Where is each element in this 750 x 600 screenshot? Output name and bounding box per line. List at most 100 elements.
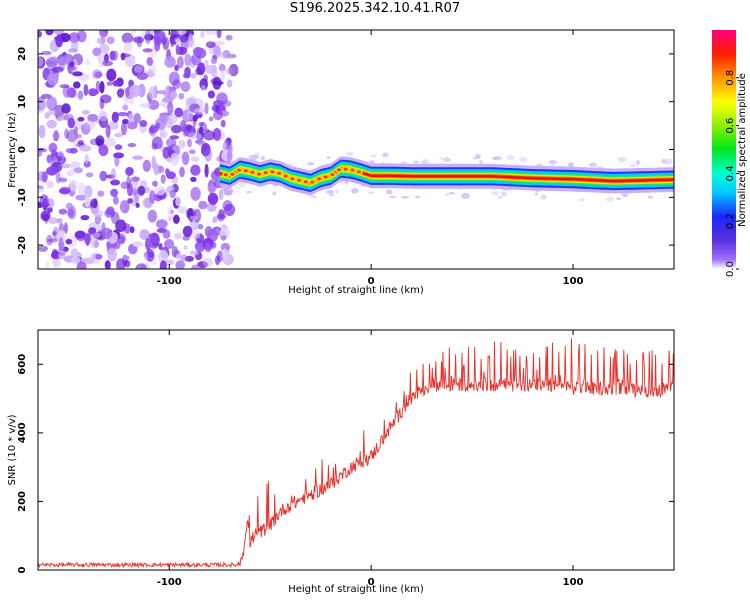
noise-speck <box>67 208 75 218</box>
noise-speck <box>213 45 222 58</box>
noise-speck <box>52 231 57 236</box>
noise-speck <box>101 227 113 240</box>
noise-speck <box>200 30 205 39</box>
noise-speck <box>190 72 197 79</box>
faint-speck <box>617 156 627 162</box>
noise-speck <box>167 205 175 219</box>
noise-speck <box>225 34 233 41</box>
noise-speck <box>226 149 233 163</box>
noise-speck <box>51 148 57 161</box>
noise-speck <box>218 63 226 72</box>
noise-speck <box>224 203 236 216</box>
noise-speck <box>93 209 104 219</box>
noise-speck <box>90 234 96 249</box>
faint-speck <box>386 189 393 195</box>
noise-speck <box>166 113 178 125</box>
ridge-blob-core <box>337 168 341 172</box>
noise-speck <box>47 207 53 213</box>
noise-speck <box>163 85 171 93</box>
noise-speck <box>56 218 63 224</box>
faint-speck <box>370 154 377 158</box>
noise-speck <box>160 174 166 184</box>
faint-speck <box>335 189 339 194</box>
noise-speck <box>41 50 52 56</box>
colorbar-tick-label: 0.0 <box>725 261 736 277</box>
noise-speck <box>167 216 173 222</box>
noise-speck <box>148 86 156 100</box>
faint-speck <box>661 158 667 164</box>
noise-speck <box>182 225 193 238</box>
noise-speck <box>211 104 220 112</box>
noise-speck <box>185 123 192 131</box>
noise-speck <box>190 186 201 201</box>
noise-speck <box>221 248 229 261</box>
noise-speck <box>148 64 157 78</box>
noise-speck <box>59 186 71 194</box>
noise-speck <box>211 64 218 79</box>
faint-speck <box>588 162 598 168</box>
faint-speck <box>439 157 443 160</box>
noise-speck <box>130 30 137 37</box>
bottom-y-tick-label: 600 <box>17 354 28 375</box>
noise-speck <box>74 230 86 239</box>
top-y-tick-label: -20 <box>17 236 28 254</box>
noise-speck <box>136 72 148 80</box>
noise-speck <box>225 67 234 75</box>
noise-speck <box>104 260 111 269</box>
noise-speck <box>220 52 232 59</box>
noise-speck <box>207 192 219 205</box>
noise-speck <box>58 208 68 215</box>
noise-speck <box>155 219 168 229</box>
noise-speck <box>67 117 76 129</box>
noise-speck <box>90 198 98 209</box>
noise-speck <box>132 155 144 160</box>
ridge-blob-core <box>290 177 295 181</box>
noise-speck <box>168 71 180 86</box>
noise-speck <box>145 248 155 262</box>
noise-speck <box>228 63 239 77</box>
faint-speck <box>461 192 470 199</box>
noise-speck <box>187 132 198 139</box>
noise-speck <box>219 229 228 236</box>
noise-speck <box>136 37 143 48</box>
faint-speck <box>506 155 515 161</box>
faint-speck <box>307 162 315 166</box>
faint-speck <box>534 192 539 196</box>
noise-speck <box>218 189 224 201</box>
ridge-trace <box>219 156 674 196</box>
noise-speck <box>46 180 54 189</box>
noise-speck <box>173 232 182 240</box>
noise-speck <box>212 216 218 224</box>
noise-speck <box>162 146 170 159</box>
noise-speck <box>204 102 209 115</box>
noise-speck <box>158 249 169 264</box>
faint-speck <box>579 198 585 202</box>
noise-speck <box>127 121 138 130</box>
noise-speck <box>177 56 184 69</box>
noise-speck <box>142 197 152 209</box>
faint-speck <box>664 158 673 165</box>
noise-speck <box>177 30 187 35</box>
noise-speck <box>116 88 125 98</box>
noise-speck <box>131 176 140 182</box>
faint-speck <box>311 195 317 199</box>
faint-speck <box>501 191 507 197</box>
noise-speck <box>48 108 56 116</box>
faint-speck <box>252 154 259 160</box>
noise-speck <box>83 120 96 130</box>
noise-speck <box>126 175 131 189</box>
noise-speck <box>73 126 79 135</box>
top-plot-frame <box>37 29 675 270</box>
noise-speck <box>196 62 206 76</box>
noise-speck <box>196 133 203 141</box>
noise-speck <box>192 46 204 57</box>
noise-speck <box>80 123 91 135</box>
noise-speck <box>198 122 204 127</box>
faint-speck <box>473 156 478 160</box>
noise-speck <box>144 30 151 44</box>
noise-speck <box>191 264 200 269</box>
noise-speck <box>122 118 129 125</box>
ridge-blob-core <box>237 168 242 172</box>
noise-speck <box>48 56 59 62</box>
